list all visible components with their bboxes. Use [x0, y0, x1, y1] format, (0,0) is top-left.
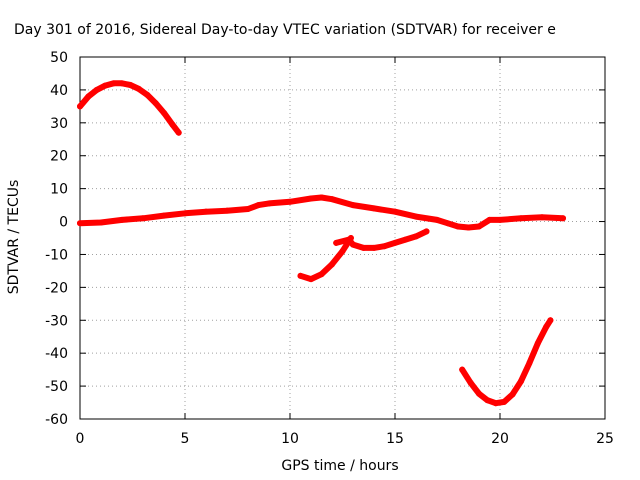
y-tick-label: 40 — [50, 83, 68, 99]
data-point — [526, 360, 533, 367]
data-point — [329, 261, 335, 268]
data-point — [455, 223, 461, 230]
data-point — [476, 223, 482, 230]
x-tick-label: 10 — [281, 431, 299, 447]
data-point — [93, 86, 100, 93]
data-point — [144, 91, 151, 98]
x-tick-label: 20 — [491, 431, 509, 447]
data-point — [161, 212, 167, 219]
x-tick-label: 15 — [386, 431, 404, 447]
data-point — [486, 216, 493, 223]
data-point — [484, 397, 491, 404]
data-point — [175, 129, 182, 136]
data-point — [110, 80, 117, 87]
x-tick-label: 5 — [181, 431, 190, 447]
data-point — [465, 224, 472, 231]
y-tick-label: -30 — [45, 313, 68, 329]
data-point — [85, 93, 92, 100]
data-point — [77, 220, 83, 227]
chart-title: Day 301 of 2016, Sidereal Day-to-day VTE… — [14, 22, 556, 38]
data-point — [329, 196, 335, 203]
data-point — [413, 213, 419, 220]
y-tick-label: -40 — [45, 346, 68, 362]
y-tick-label: 30 — [50, 116, 68, 132]
data-point — [224, 207, 230, 214]
data-point — [287, 198, 293, 205]
y-tick-label: 10 — [50, 182, 68, 198]
plot-frame — [79, 56, 606, 420]
data-point — [476, 390, 482, 397]
y-tick-label: -10 — [45, 247, 68, 263]
data-point — [135, 85, 142, 92]
data-point — [245, 206, 251, 213]
data-point — [413, 233, 419, 240]
data-point — [203, 208, 209, 215]
series-line-arc-afternoon-negative — [333, 228, 430, 251]
data-point — [467, 379, 474, 386]
grid-lines — [80, 57, 605, 419]
data-point — [459, 366, 466, 373]
y-tick-label: 0 — [59, 215, 68, 231]
data-point — [297, 272, 304, 279]
axis-ticks: -60 -50 -40 -30 -20 -10 0 10 20 30 40 50 0 5 10 15 20 25 — [45, 50, 614, 447]
data-point — [102, 82, 109, 89]
y-axis-label: SDTVAR / TECUs — [6, 180, 22, 295]
data-point — [543, 323, 550, 330]
data-point — [152, 100, 159, 107]
x-tick-label: 25 — [596, 431, 614, 447]
data-point — [402, 236, 409, 243]
data-point — [392, 208, 398, 215]
data-point — [308, 195, 314, 202]
data-point — [350, 241, 356, 248]
data-point — [497, 216, 503, 223]
data-point — [127, 81, 134, 88]
data-point — [119, 216, 125, 223]
data-point — [434, 216, 440, 223]
data-point — [371, 244, 377, 251]
data-point — [255, 202, 262, 209]
data-point — [318, 271, 325, 278]
data-point — [518, 215, 524, 222]
data-point — [169, 121, 176, 128]
data-point — [308, 276, 314, 283]
data-point — [360, 244, 367, 251]
x-tick-label: 0 — [76, 431, 85, 447]
data-point — [339, 248, 346, 255]
data-point — [77, 103, 83, 110]
series-group — [77, 80, 566, 407]
data-point — [444, 220, 451, 227]
data-point — [381, 243, 388, 250]
y-tick-label: -50 — [45, 379, 68, 395]
data-point — [492, 400, 499, 407]
data-point — [509, 391, 516, 398]
data-point — [534, 340, 541, 347]
data-point — [371, 205, 377, 212]
data-point — [560, 215, 566, 222]
data-point — [392, 239, 398, 246]
data-point — [182, 210, 188, 217]
data-point — [266, 200, 272, 207]
data-point — [140, 215, 146, 222]
data-point — [98, 219, 104, 226]
data-point — [119, 80, 125, 87]
data-point — [318, 194, 325, 201]
data-point — [161, 109, 167, 116]
x-axis-label: GPS time / hours — [281, 458, 398, 474]
data-point — [547, 317, 554, 324]
y-tick-label: -20 — [45, 280, 68, 296]
data-point — [333, 239, 340, 246]
data-point — [350, 202, 356, 209]
series-line-arc-midday-negative — [297, 235, 354, 283]
series-line-arc-evening-deep — [459, 317, 554, 407]
data-point — [423, 228, 430, 235]
y-tick-label: -60 — [45, 412, 68, 428]
data-point — [501, 398, 508, 405]
series-line-arc-main-band — [77, 194, 566, 231]
data-point — [539, 214, 545, 221]
data-point — [345, 236, 352, 243]
data-point — [518, 378, 524, 385]
y-tick-label: 20 — [50, 149, 68, 165]
y-tick-label: 50 — [50, 50, 68, 66]
